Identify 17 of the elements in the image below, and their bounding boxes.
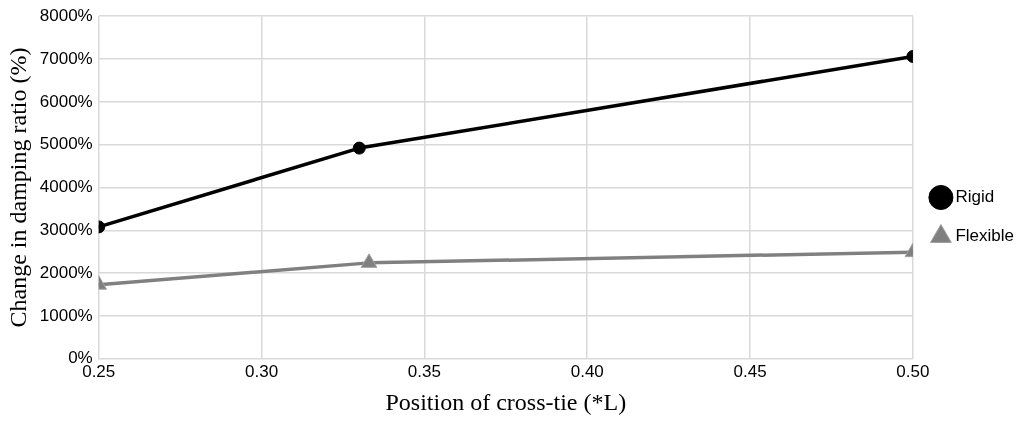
legend-label: Rigid <box>955 187 995 207</box>
x-tick-label: 0.30 <box>245 361 279 381</box>
x-tick-label: 0.50 <box>896 361 930 381</box>
x-tick-label: 0.35 <box>407 361 441 381</box>
x-tick-label: 0.40 <box>570 361 604 381</box>
y-tick-label: 8000% <box>39 5 93 25</box>
x-axis-title: Position of cross-tie (*L) <box>385 388 627 415</box>
x-tick-label: 0.45 <box>733 361 767 381</box>
y-tick-label: 1000% <box>39 305 93 325</box>
y-tick-label: 2000% <box>39 262 93 282</box>
y-tick-label: 3000% <box>39 220 93 240</box>
legend-label: Flexible <box>955 226 1015 246</box>
y-tick-label: 4000% <box>39 177 93 197</box>
y-tick-label: 7000% <box>39 48 93 68</box>
y-axis-title: Change in damping ratio (%) <box>4 47 31 328</box>
y-tick-label: 6000% <box>39 91 93 111</box>
y-tick-label: 5000% <box>39 134 93 154</box>
